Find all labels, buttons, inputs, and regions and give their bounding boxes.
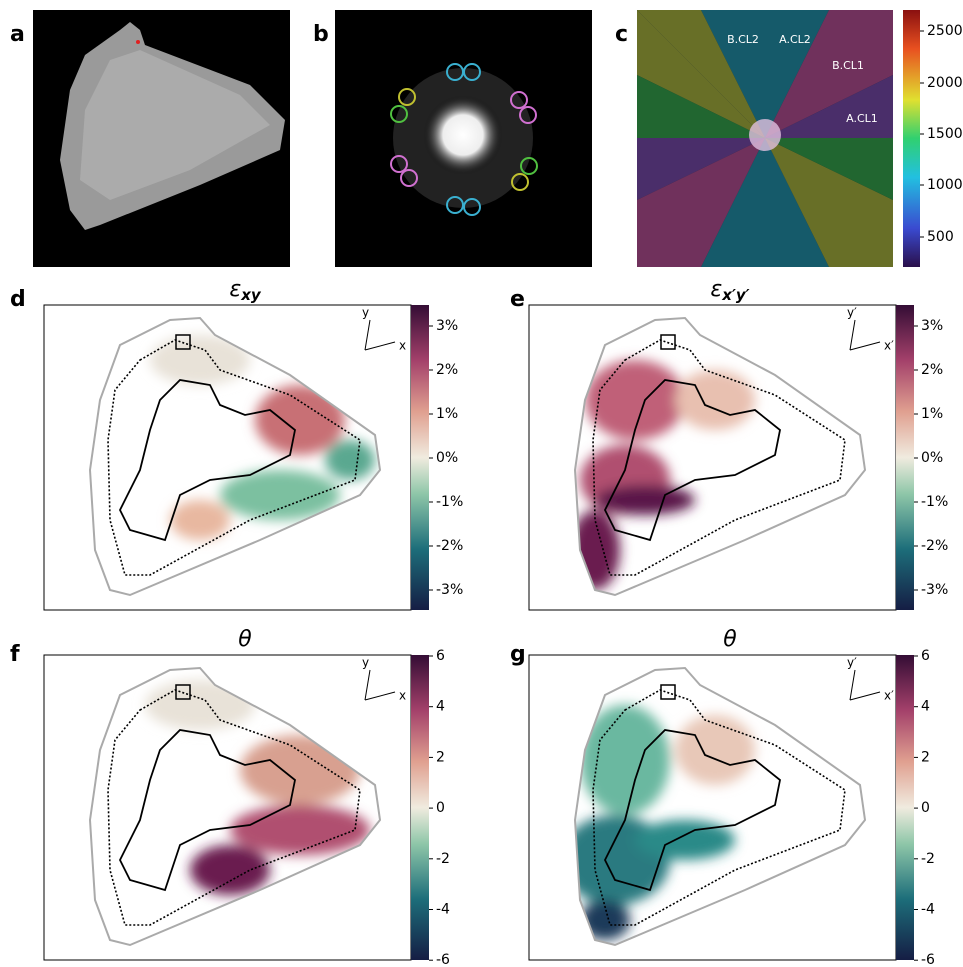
panel-title: εx′y′ [710,277,749,304]
title-symbol: θ [723,627,737,652]
axis-arrow [849,691,881,701]
map-g [528,654,914,961]
axis-label: x′ [884,339,894,353]
axis-arrow [849,319,856,351]
colorbar-label: 0% [436,450,458,466]
colorbar-label: 1% [921,406,943,422]
colorbar-label: 0 [921,800,930,816]
marker [136,40,140,44]
axis-label: y [362,656,369,670]
axis-label: y [362,306,369,320]
colorbar-label: 6 [921,648,930,664]
sector-label: B.CL2 [727,33,759,46]
panel-label: b [313,22,329,47]
colorbar-label: 6 [436,648,445,664]
map-f [43,654,429,961]
panel-label: d [10,287,26,312]
map-e [528,304,914,611]
colorbar-label: 2000 [927,75,963,91]
colorbar-c [903,10,920,267]
colorbar-label: -2 [436,851,450,867]
colorbar-label: 2500 [927,23,963,39]
sector-label: A.CL2 [779,33,811,46]
axis-arrow [849,341,881,351]
colorbar-label: 4 [921,699,930,715]
colorbar-label: 2% [921,362,943,378]
colorbar-label: 3% [921,318,943,334]
sectors [637,10,893,267]
colorbar-label: -3% [436,582,463,598]
panel-label: a [10,22,25,47]
colorbar-label: 3% [436,318,458,334]
central-spot [423,95,503,175]
specimen-center [80,50,270,200]
axis-arrow [364,669,371,701]
axis-label: x [399,339,406,353]
title-symbol: ε [710,277,722,302]
axis-label: y′ [847,306,857,320]
title-symbol: θ [238,627,252,652]
colorbar-label: 4 [436,699,445,715]
panel-label: c [615,22,628,47]
colorbar-label: 0 [436,800,445,816]
title-subscript: xy [240,286,262,304]
colorbar-label: 1000 [927,177,963,193]
axis-label: x [399,689,406,703]
colorbar-label: -1% [921,494,948,510]
panel-label: f [10,642,20,667]
colorbar-label: 0% [921,450,943,466]
colorbar-label: -1% [436,494,463,510]
axis-arrow [364,319,371,351]
colorbar-label: -4 [436,902,450,918]
panel-label: g [510,642,526,667]
colorbar-label: 2 [921,749,930,765]
spot-circles [390,63,538,216]
colorbar-label: -2 [921,851,935,867]
colorbar-label: -4 [921,902,935,918]
axis-label: y′ [847,656,857,670]
panel-title: εxy [229,277,262,304]
colorbar-label: 1% [436,406,458,422]
colorbar-label: 1500 [927,126,963,142]
panel-title: θ [238,627,252,652]
title-subscript: x′y′ [721,286,749,304]
panel-title: θ [723,627,737,652]
axis-arrow [364,341,396,351]
sector-label: A.CL1 [846,112,878,125]
colorbar-label: -3% [921,582,948,598]
colorbar-label: -6 [921,952,935,967]
title-symbol: ε [229,277,241,302]
map-d [43,304,429,611]
panel-label: e [510,287,525,312]
colorbar-label: 500 [927,229,954,245]
colorbar-label: -2% [921,538,948,554]
colorbar-label: 2% [436,362,458,378]
axis-arrow [364,691,396,701]
colorbar-label: 2 [436,749,445,765]
axis-arrow [849,669,856,701]
central-spot [749,119,781,151]
colorbar-label: -6 [436,952,450,967]
sector-label: B.CL1 [832,59,864,72]
colorbar-label: -2% [436,538,463,554]
axis-label: x′ [884,689,894,703]
